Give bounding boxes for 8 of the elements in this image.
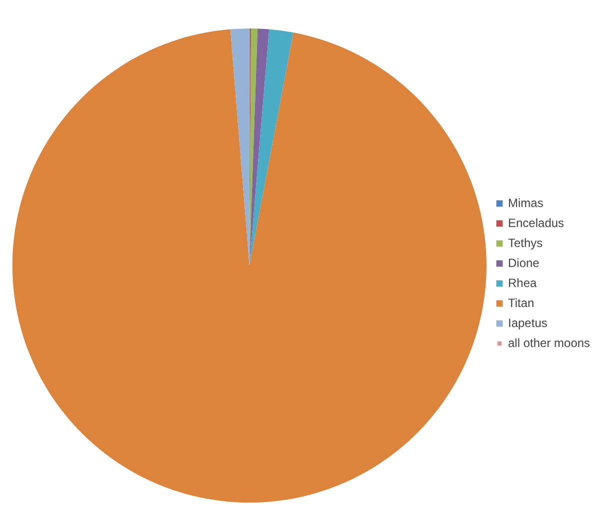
legend-label: Iapetus [508,316,548,330]
legend-label: all other moons [508,336,590,350]
legend-label: Titan [508,296,534,310]
legend-label: Dione [508,256,540,270]
legend-label: Rhea [508,276,537,290]
legend-label: Mimas [508,196,544,210]
legend-label: Tethys [508,236,543,250]
legend-label: Enceladus [508,216,564,230]
